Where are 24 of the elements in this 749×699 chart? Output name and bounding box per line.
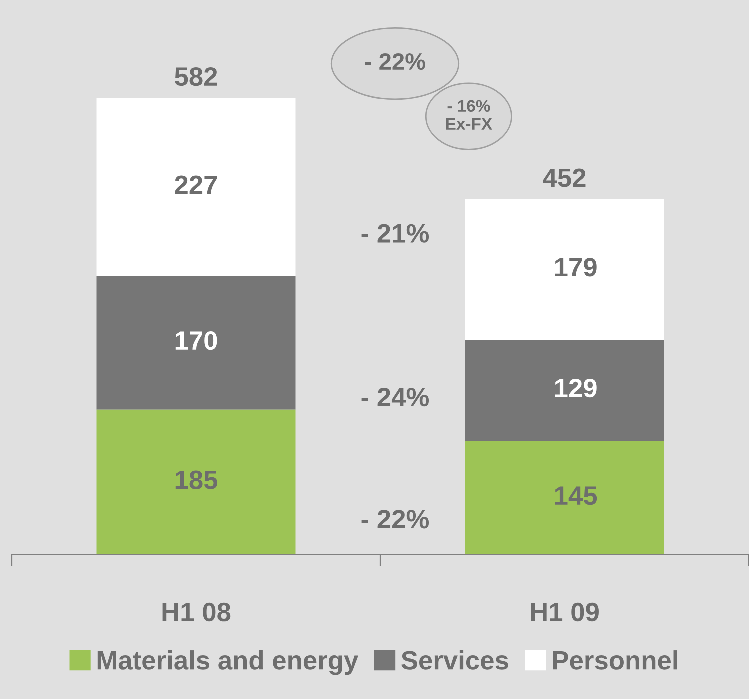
text: - 22% [365, 53, 426, 70]
legend-label: Personnel [553, 650, 678, 670]
data-label: 185 [176, 470, 218, 490]
x-tick-label: H1 08 [162, 602, 231, 622]
bar [465, 441, 664, 555]
legend-label: Services [402, 650, 508, 670]
data-label: 227 [175, 176, 218, 194]
annotation: - 21% [362, 224, 430, 243]
data-label: 179 [555, 258, 597, 277]
total-label: 582 [175, 67, 218, 86]
bar [465, 199, 664, 340]
bar [465, 340, 664, 442]
x-tick-label: H1 09 [531, 602, 599, 622]
data-label: 145 [555, 486, 598, 506]
bar [96, 410, 296, 555]
legend-label: Materials and energy [98, 650, 359, 676]
bar [96, 98, 296, 276]
data-label: 129 [555, 378, 597, 398]
annotation: - 16% Ex-FX [446, 100, 492, 130]
annotation: - 22% [362, 510, 430, 529]
data-label: 170 [176, 331, 218, 350]
annotation: - 24% [362, 388, 430, 407]
bar [96, 276, 296, 410]
total-label: 452 [543, 168, 586, 188]
